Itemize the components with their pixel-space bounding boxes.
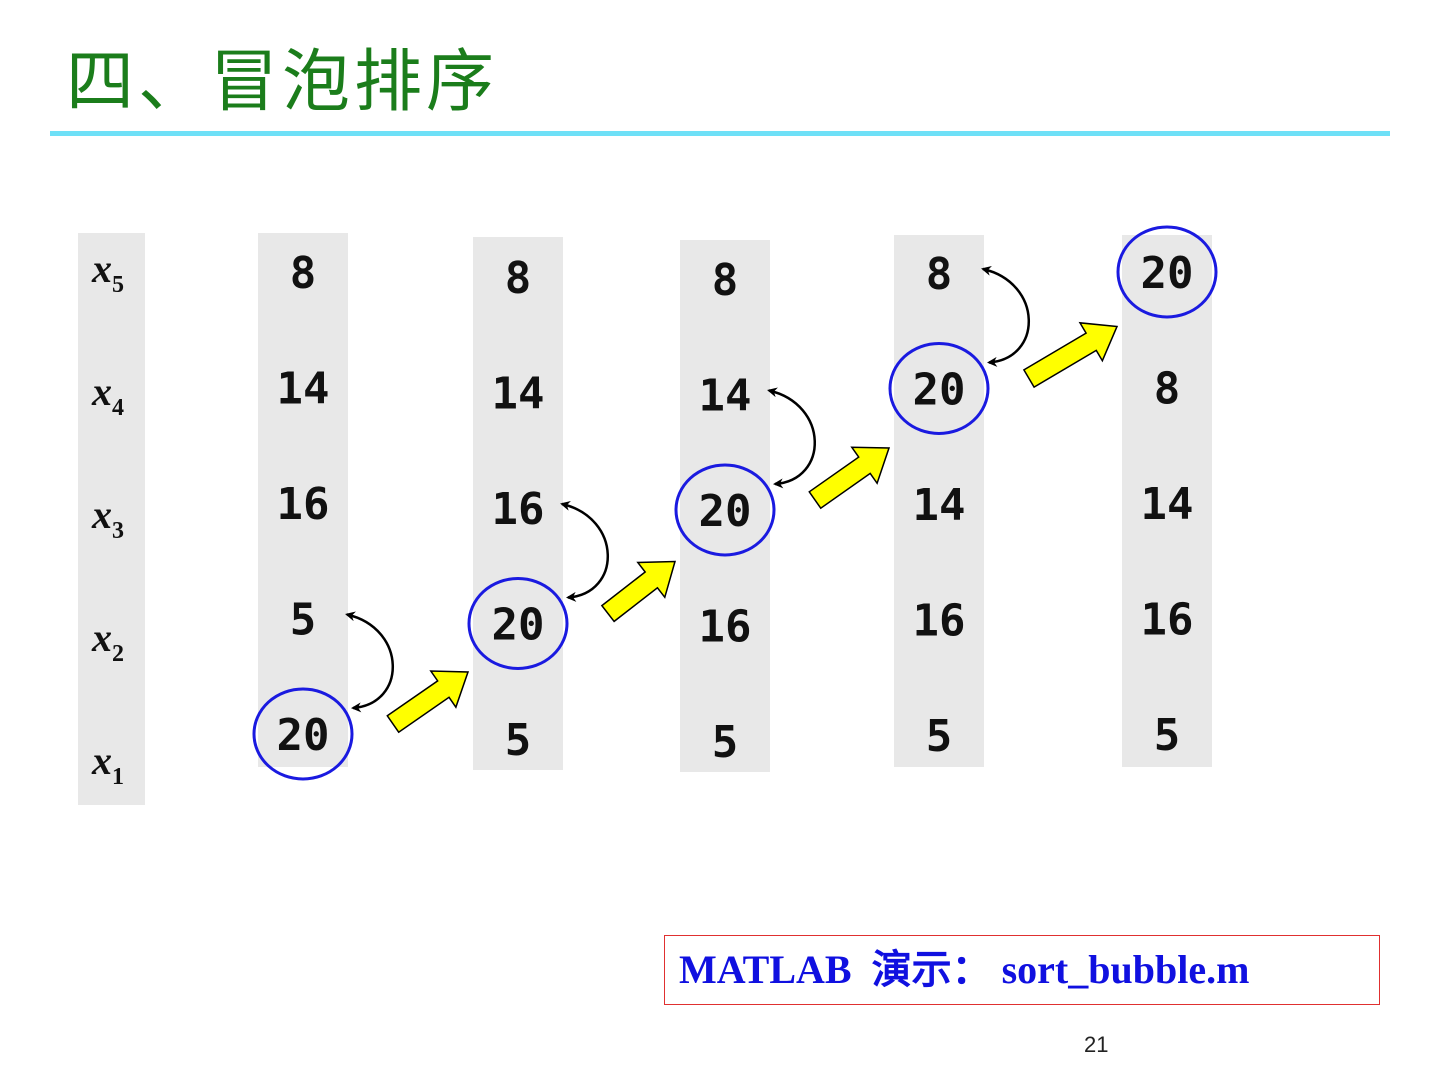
variable-subscript: 5 xyxy=(112,272,124,298)
array-value: 5 xyxy=(290,595,317,646)
array-value: 8 xyxy=(505,253,532,304)
array-value: 5 xyxy=(712,717,739,768)
array-value: 16 xyxy=(913,596,966,647)
variable-subscript: 4 xyxy=(112,395,124,421)
array-value: 20 xyxy=(1141,248,1194,299)
array-value: 16 xyxy=(492,484,545,535)
highlight-circle xyxy=(1116,225,1218,319)
swap-arrow xyxy=(981,265,1030,367)
array-value: 20 xyxy=(492,600,545,651)
array-column-bg xyxy=(258,233,348,767)
swap-arrow xyxy=(345,611,394,713)
label-column-bg xyxy=(78,233,145,805)
array-value: 16 xyxy=(1141,595,1194,646)
array-value: 20 xyxy=(913,365,966,416)
array-column-bg xyxy=(894,235,984,767)
variable-subscript: 3 xyxy=(112,518,124,544)
array-value: 8 xyxy=(1154,364,1181,415)
next-pass-arrow xyxy=(808,446,891,510)
array-value: 14 xyxy=(913,480,966,531)
array-column-bg xyxy=(1122,235,1212,767)
swap-arrow xyxy=(767,387,816,489)
matlab-demo-box: MATLAB 演示： sort_bubble.m xyxy=(664,935,1380,1005)
next-pass-arrow xyxy=(1022,321,1119,389)
array-value: 14 xyxy=(492,369,545,420)
next-pass-arrow xyxy=(386,670,470,734)
variable-label: x2 xyxy=(91,615,124,667)
array-value: 8 xyxy=(712,255,739,306)
array-value: 20 xyxy=(277,710,330,761)
page-number: 21 xyxy=(1084,1032,1109,1057)
variable-subscript: 2 xyxy=(112,641,124,667)
swap-arrow xyxy=(560,500,609,602)
array-value: 14 xyxy=(277,364,330,415)
array-value: 8 xyxy=(290,248,317,299)
highlight-circle xyxy=(674,463,776,557)
array-column-bg xyxy=(680,240,770,772)
array-value: 14 xyxy=(699,371,752,422)
highlight-circle xyxy=(888,342,990,435)
title-divider xyxy=(50,131,1390,136)
highlight-circle xyxy=(252,687,354,781)
array-value: 5 xyxy=(505,715,532,766)
array-value: 8 xyxy=(926,249,953,300)
next-pass-arrow xyxy=(600,560,677,623)
array-value: 5 xyxy=(1154,710,1181,761)
array-value: 5 xyxy=(926,711,953,762)
array-value: 16 xyxy=(699,602,752,653)
array-value: 14 xyxy=(1141,479,1194,530)
array-value: 20 xyxy=(699,486,752,537)
array-value: 16 xyxy=(277,479,330,530)
highlight-circle xyxy=(467,577,569,670)
array-column-bg xyxy=(473,237,563,770)
variable-subscript: 1 xyxy=(112,764,124,790)
slide-title: 四、冒泡排序 xyxy=(66,43,499,122)
